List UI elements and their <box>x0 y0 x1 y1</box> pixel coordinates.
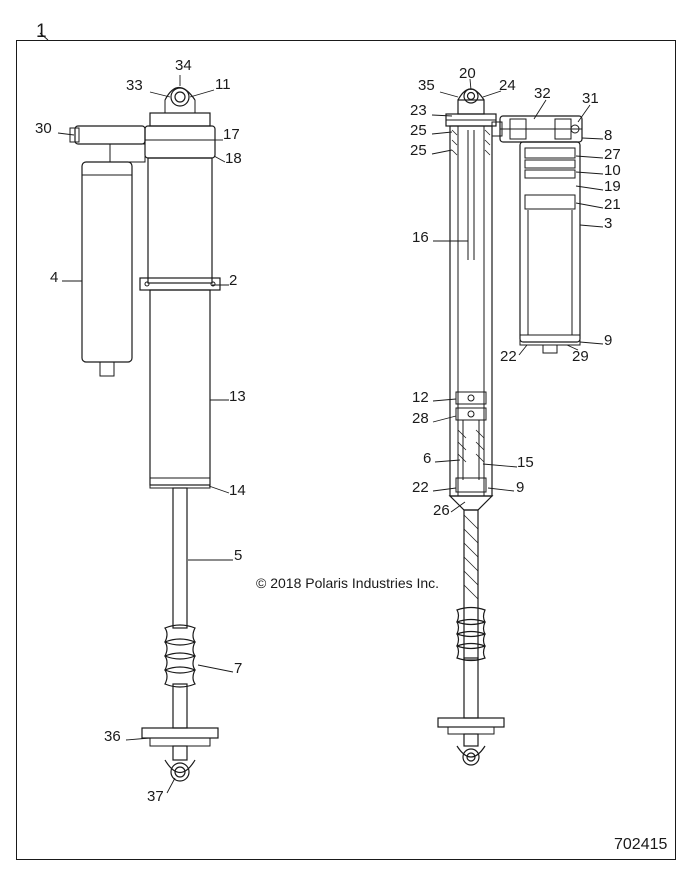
callout-14: 14 <box>229 483 246 498</box>
callout-28: 28 <box>412 411 429 426</box>
callout-9b: 9 <box>516 480 524 495</box>
callout-13: 13 <box>229 389 246 404</box>
callout-22: 22 <box>500 349 517 364</box>
callout-10: 10 <box>604 163 621 178</box>
callout-29: 29 <box>572 349 589 364</box>
callout-2: 2 <box>229 273 237 288</box>
document-id: 702415 <box>614 836 667 854</box>
callout-34: 34 <box>175 58 192 73</box>
callout-16: 16 <box>412 230 429 245</box>
callout-21: 21 <box>604 197 621 212</box>
callout-15: 15 <box>517 455 534 470</box>
callout-11: 11 <box>215 77 231 92</box>
callout-33: 33 <box>126 78 143 93</box>
left-top-eyelet <box>165 88 195 114</box>
callout-18: 18 <box>225 151 242 166</box>
copyright-text: © 2018 Polaris Industries Inc. <box>256 575 439 591</box>
callout-25b: 25 <box>410 143 427 158</box>
right-top-eyelet <box>458 89 484 103</box>
callout-23: 23 <box>410 103 427 118</box>
callout-32: 32 <box>534 86 551 101</box>
callout-35: 35 <box>418 78 435 93</box>
diagram-canvas: 1 34 33 11 30 17 18 4 2 13 14 5 7 36 37 … <box>0 0 693 891</box>
callout-3: 3 <box>604 216 612 231</box>
callout-1: 1 <box>36 22 47 41</box>
callout-25: 25 <box>410 123 427 138</box>
callout-7: 7 <box>234 661 242 676</box>
callout-26: 26 <box>433 503 450 518</box>
callout-9: 9 <box>604 333 612 348</box>
callout-8: 8 <box>604 128 612 143</box>
callout-17: 17 <box>223 127 240 142</box>
leader-lines <box>0 0 693 891</box>
leaders <box>58 75 603 793</box>
left-boot <box>165 625 195 687</box>
callout-36: 36 <box>104 729 121 744</box>
callout-20: 20 <box>459 66 476 81</box>
right-piston <box>456 392 486 492</box>
callout-30: 30 <box>35 121 52 136</box>
callout-27: 27 <box>604 147 621 162</box>
callout-22b: 22 <box>412 480 429 495</box>
callout-37: 37 <box>147 789 164 804</box>
right-boot <box>457 608 485 661</box>
callout-4: 4 <box>50 270 58 285</box>
callout-19: 19 <box>604 179 621 194</box>
callout-12: 12 <box>412 390 429 405</box>
callout-24: 24 <box>499 78 516 93</box>
callout-31: 31 <box>582 91 599 106</box>
callout-6: 6 <box>423 451 431 466</box>
callout-5: 5 <box>234 548 242 563</box>
